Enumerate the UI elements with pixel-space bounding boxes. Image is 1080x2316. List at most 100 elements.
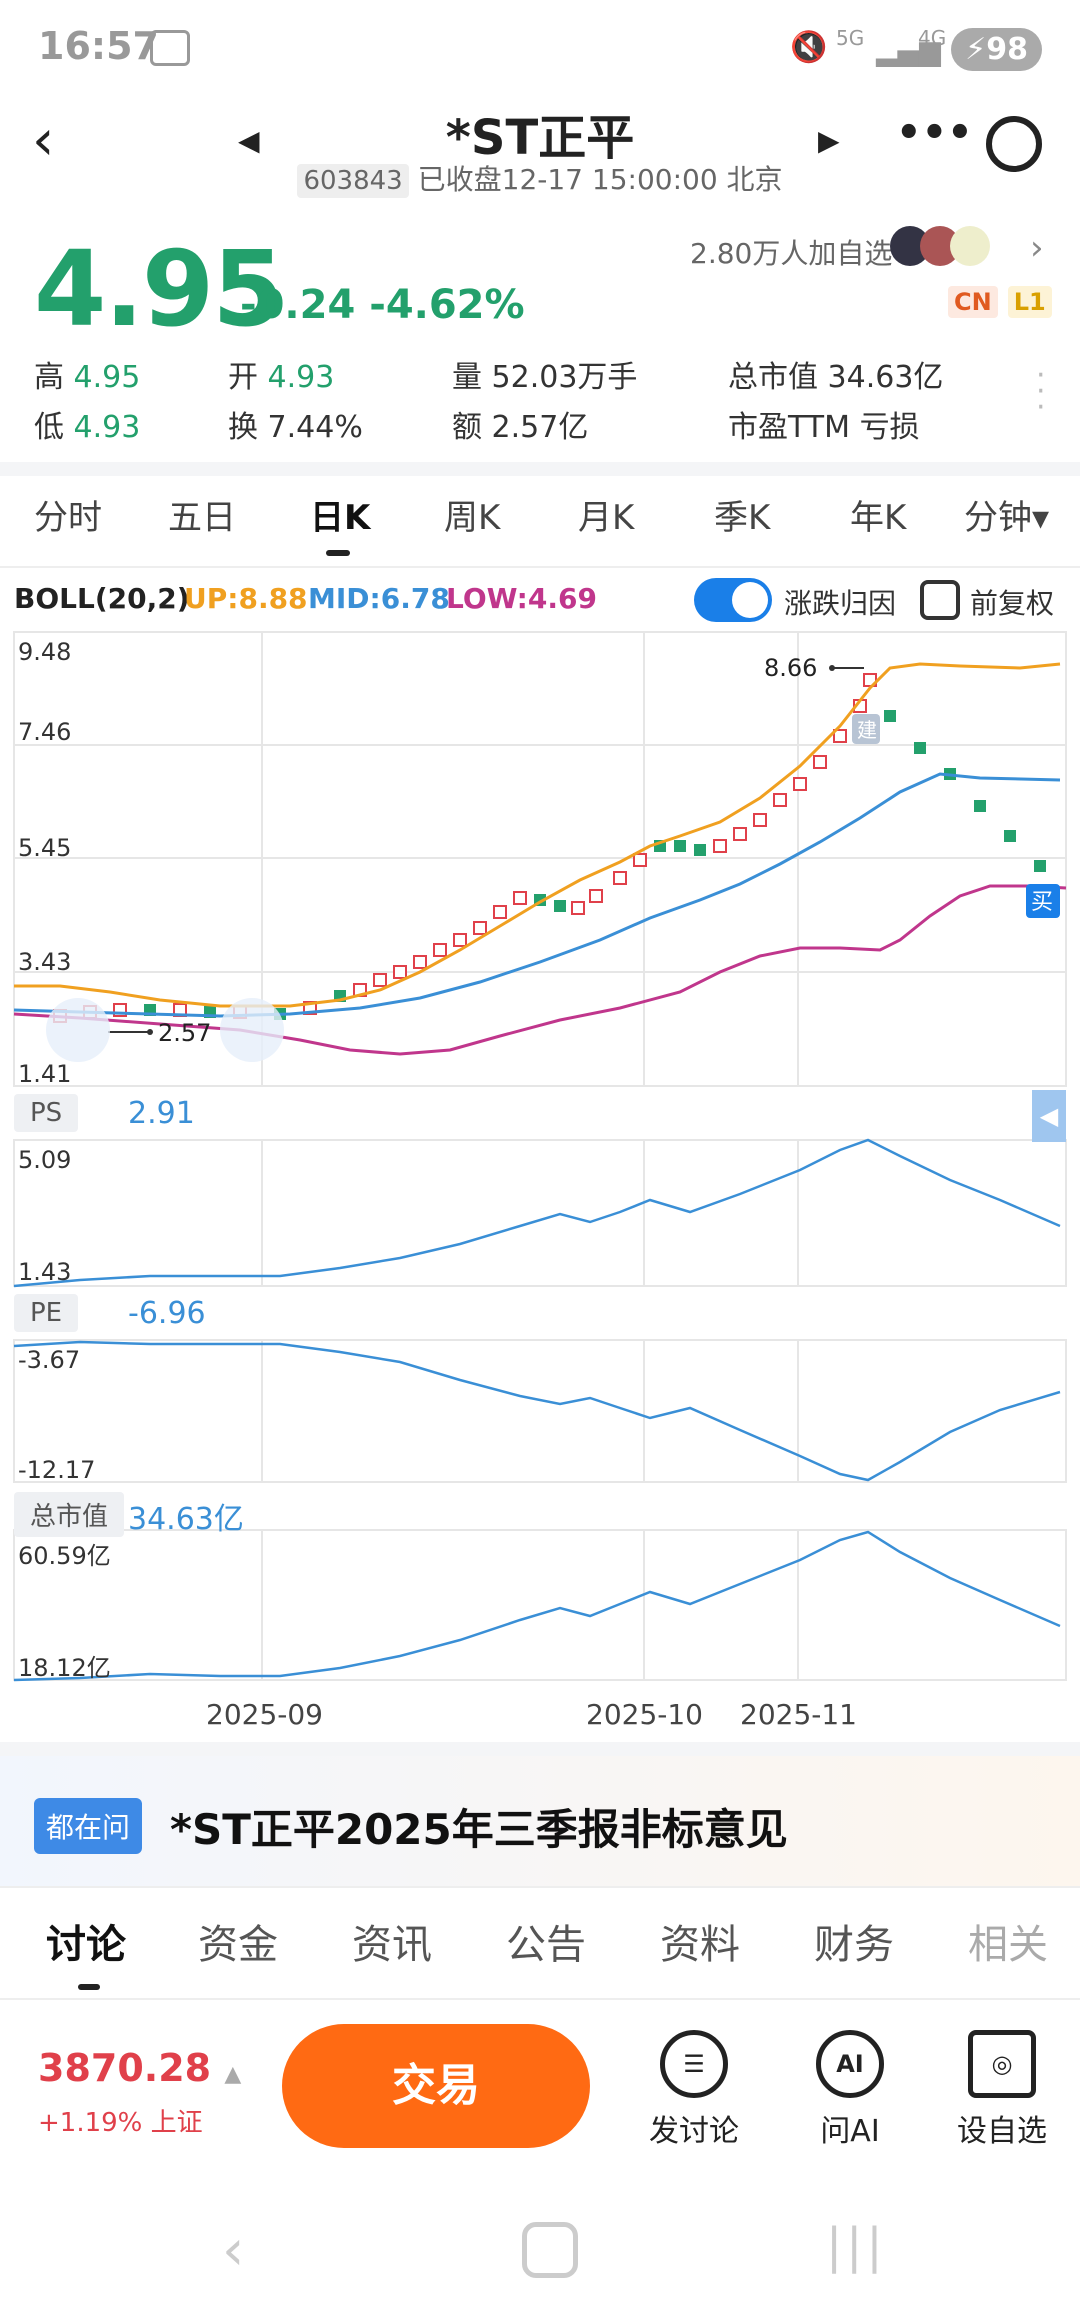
news-badge: 都在问 (34, 1798, 143, 1854)
stat-open: 开 4.93 (228, 352, 334, 396)
candle (1004, 830, 1016, 842)
tab-related[interactable]: 相关 (968, 1922, 1048, 1968)
battery-indicator: ⚡98 (951, 28, 1042, 71)
prev-stock-icon[interactable]: ◀ (238, 124, 260, 157)
candlesticks (53, 673, 1046, 1023)
tab-wuri[interactable]: 五日 (168, 498, 236, 538)
ps-line (13, 1138, 1061, 1288)
buy-marker (1026, 884, 1060, 918)
status-bar: 16:57 🔇 5G ▂▄▆ 4G ⚡98 (0, 0, 1080, 96)
collapse-panel-icon[interactable]: ◀ (1032, 1090, 1066, 1142)
battery-level: 98 (986, 32, 1028, 67)
screenshot-icon (150, 30, 190, 66)
low-marker-dot (147, 1029, 153, 1035)
tag-l1: L1 (1007, 286, 1052, 318)
next-stock-icon[interactable]: ▶ (818, 124, 840, 157)
ps-value: 2.91 (128, 1096, 195, 1131)
y-label: 3.43 (18, 948, 71, 976)
back-icon[interactable]: ‹ (32, 108, 55, 173)
pe-y-max: -3.67 (18, 1346, 80, 1374)
tab-news[interactable]: 资讯 (352, 1922, 432, 1968)
stat-label: 市盈TTM (728, 410, 851, 445)
candle (571, 901, 585, 915)
price-change: -0.24 -4.62% (240, 282, 525, 328)
nav-recents-icon[interactable]: ||| (826, 2218, 887, 2274)
high-marker-dot (829, 665, 835, 671)
y-label: 9.48 (18, 638, 71, 666)
tab-financials[interactable]: 财务 (814, 1922, 894, 1968)
stat-volume: 量 52.03万手 (452, 352, 637, 396)
news-banner[interactable]: 都在问 *ST正平2025年三季报非标意见 (0, 1756, 1080, 1886)
candle (773, 793, 787, 807)
pe-line (13, 1340, 1061, 1482)
tabs-divider (0, 566, 1080, 568)
mcap-value: 34.63亿 (128, 1502, 244, 1537)
tab-nian-k[interactable]: 年K (850, 498, 907, 538)
period-tabs: 分时 五日 日K 周K 月K 季K 年K 分钟▾ (0, 490, 1080, 550)
watch-label: 设自选 (957, 2114, 1047, 2149)
pe-value: -6.96 (128, 1296, 206, 1331)
tab-discuss[interactable]: 讨论 (46, 1922, 126, 1968)
kline-chart[interactable]: 8.66 2.57 建 买 9.48 7.46 5.45 3.43 1.41 5… (0, 620, 1080, 1740)
watchlist-icon: ◎ (968, 2030, 1036, 2098)
tab-minute[interactable]: 分钟▾ (964, 498, 1050, 538)
attribution-toggle[interactable] (694, 578, 772, 622)
comment-icon: ☰ (660, 2030, 728, 2098)
nav-home-icon[interactable] (522, 2222, 578, 2278)
tab-funds[interactable]: 资金 (198, 1922, 278, 1968)
tab-fenshi[interactable]: 分时 (34, 498, 102, 538)
adjust-label[interactable]: 前复权 (970, 587, 1055, 620)
clock: 16:57 (38, 24, 159, 68)
tag-cn: CN (948, 286, 998, 318)
ps-label[interactable]: PS (14, 1094, 79, 1132)
stat-value: 4.95 (73, 360, 141, 395)
mcap-label[interactable]: 总市值 (14, 1492, 125, 1537)
more-icon[interactable]: ••• (896, 110, 973, 156)
follower-avatars[interactable] (890, 226, 990, 266)
candle (884, 710, 896, 722)
expand-dots-icon[interactable]: · · · (1036, 358, 1046, 425)
tab-profile[interactable]: 资料 (660, 1922, 740, 1968)
attribution-label: 涨跌归因 (784, 587, 897, 620)
index-value[interactable]: 3870.28 ▲ (38, 2046, 241, 2090)
section-divider (0, 1742, 1080, 1756)
pe-frame (13, 1339, 1067, 1483)
chevron-right-icon[interactable]: › (1030, 228, 1044, 268)
candle (473, 921, 487, 935)
tab-yuek[interactable]: 月K (578, 498, 635, 538)
candle (393, 965, 407, 979)
search-icon[interactable] (986, 116, 1042, 172)
stat-market-cap: 总市值 34.63亿 (728, 352, 943, 396)
stat-value: 52.03万手 (491, 360, 638, 395)
candle (833, 729, 847, 743)
build-marker (852, 714, 880, 744)
stat-value: 4.93 (267, 360, 335, 395)
network-5g: 5G (836, 26, 865, 50)
x-label: 2025-09 (206, 1698, 323, 1731)
discuss-button[interactable]: ☰ 发讨论 (644, 2030, 744, 2150)
tab-zhouk[interactable]: 周K (444, 498, 501, 538)
boll-up: UP:8.88 (184, 582, 308, 615)
nav-back-icon[interactable]: ‹ (222, 2218, 245, 2283)
tab-jik[interactable]: 季K (714, 498, 771, 538)
boll-up-line (14, 662, 1061, 1008)
pe-label[interactable]: PE (14, 1294, 79, 1332)
tab-announcements[interactable]: 公告 (506, 1922, 586, 1968)
add-watchlist-button[interactable]: ◎ 设自选 (952, 2030, 1052, 2150)
stat-value: 7.44% (267, 410, 363, 445)
candle (554, 900, 566, 912)
buy-marker-label: 买 (1031, 890, 1053, 915)
stat-low: 低 4.93 (34, 402, 140, 446)
stat-high: 高 4.95 (34, 352, 140, 396)
mcap-y-max: 60.59亿 (18, 1542, 111, 1570)
news-headline[interactable]: *ST正平2025年三季报非标意见 (170, 1805, 788, 1854)
trade-button[interactable]: 交易 (282, 2024, 590, 2148)
stat-value: 亏损 (859, 410, 920, 445)
adjust-settings-icon[interactable] (920, 580, 960, 620)
scroll-left-button (46, 998, 110, 1062)
ask-ai-button[interactable]: AI 问AI (800, 2030, 900, 2150)
mcap-line (13, 1530, 1061, 1682)
divider (0, 1998, 1080, 2000)
followers-count: 2.80万人加自选 (690, 237, 893, 270)
tab-rik[interactable]: 日K (310, 498, 371, 538)
